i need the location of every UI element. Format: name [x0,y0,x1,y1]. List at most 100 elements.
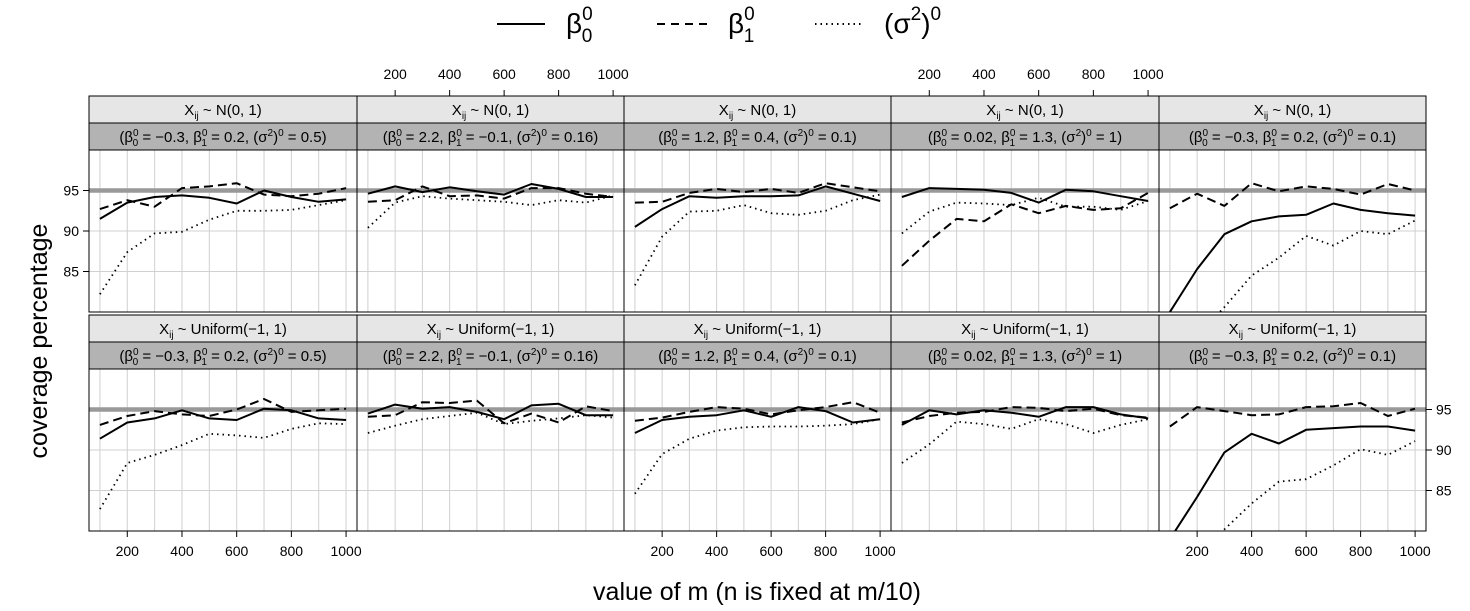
strip-parameters [356,122,625,151]
legend-entry-b1: β0 1 [657,4,755,47]
series-line-b0 [901,187,1149,204]
panel-r0-c4: Xij ~ N(0, 1) (β0 0 = −0.3, β0 1 = 0.2, (σ2… [1158,95,1427,313]
strip-parameters [623,122,892,151]
x-tick-label: 1000 [1400,543,1431,559]
x-tick-label: 200 [116,543,140,559]
panel-r1-c1: Xij ~ Uniform(−1, 1) (β0 0 = 2.2, β0 1 = −0… [356,314,625,532]
strip-parameters [1158,341,1427,370]
x-tick-label: 400 [1240,543,1264,559]
series-line-b0 [367,183,614,198]
x-tick-label: 600 [1294,543,1318,559]
strip-distribution [623,95,892,124]
strip-distribution-label: Xij ~ N(0, 1) [452,102,529,122]
strip-parameters-label: (β0 0 = −0.3, β0 1 = 0.2, (σ2)0 = 0.5) [119,128,326,149]
series-line-s2 [634,418,881,495]
panel-r0-c1: Xij ~ N(0, 1) (β0 0 = 2.2, β0 1 = −0.1, (σ2… [356,95,625,313]
series-line-s2 [901,196,1149,235]
strip-distribution [88,314,358,343]
strip-parameters [1158,122,1427,151]
x-tick-label: 400 [170,543,194,559]
x-tick-label: 200 [918,66,942,82]
y-tick-label: 95 [1436,402,1452,418]
strip-parameters-label: (β0 0 = 1.2, β0 1 = 0.4, (σ2)0 = 0.1) [658,128,856,149]
y-tick-label: 90 [63,223,79,239]
series-line-b0 [99,407,347,440]
series-line-b0 [634,406,881,434]
series-line-b1 [1169,402,1416,428]
panel-r1-c2: Xij ~ Uniform(−1, 1) (β0 0 = 1.2, β0 1 = 0.… [623,314,892,532]
series-line-s2 [1221,440,1416,531]
series-line-b0 [1173,425,1416,531]
strip-parameters-label: (β0 0 = 0.02, β0 1 = 1.3, (σ2)0 = 1) [928,347,1122,368]
panels: Xij ~ N(0, 1) (β0 0 = −0.3, β0 1 = 0.2, (σ2… [88,95,1427,532]
series-line-b0 [99,189,347,220]
series-line-s2 [99,199,347,295]
series-group [1169,182,1416,312]
y-tick-label: 95 [63,183,79,199]
series-line-b0 [1169,202,1416,312]
series-group [1169,402,1416,531]
legend-entry-b0: β0 0 [497,4,593,47]
strip-distribution [890,95,1160,124]
strip-parameters-label: (β0 0 = −0.3, β0 1 = 0.2, (σ2)0 = 0.1) [1189,128,1396,149]
series-line-b1 [367,185,614,203]
series-line-b0 [367,402,614,421]
strip-parameters-label: (β0 0 = −0.3, β0 1 = 0.2, (σ2)0 = 0.1) [1189,347,1396,368]
series-line-b1 [99,182,347,211]
y-axis-title: coverage percentage [25,224,53,459]
panel-r0-c0: Xij ~ N(0, 1) (β0 0 = −0.3, β0 1 = 0.2, (σ2… [88,95,358,313]
y-tick-label: 85 [1436,483,1452,499]
series-line-b1 [367,399,614,425]
strip-distribution-label: Xij ~ N(0, 1) [986,102,1063,122]
series-line-b0 [634,185,881,228]
strip-distribution-label: Xij ~ Uniform(−1, 1) [961,321,1089,341]
strip-distribution-label: Xij ~ Uniform(−1, 1) [159,321,287,341]
strip-distribution-label: Xij ~ Uniform(−1, 1) [427,321,555,341]
series-line-b0 [901,406,1149,426]
series-group [367,183,614,229]
x-tick-label: 600 [225,543,249,559]
x-tick-label: 800 [1082,66,1106,82]
legend-label-b1: β0 1 [728,4,755,47]
series-line-s2 [901,418,1149,464]
strip-parameters [623,341,892,370]
strip-distribution-label: Xij ~ Uniform(−1, 1) [1229,321,1357,341]
panel-r0-c2: Xij ~ N(0, 1) (β0 0 = 1.2, β0 1 = 0.4, (σ2)… [623,95,892,313]
series-group [634,182,881,286]
strip-parameters-label: (β0 0 = 2.2, β0 1 = −0.1, (σ2)0 = 0.16) [383,128,599,149]
panel-r1-c4: Xij ~ Uniform(−1, 1) (β0 0 = −0.3, β0 1 = 0… [1158,314,1427,532]
series-line-b1 [1169,182,1416,210]
x-tick-label: 200 [383,66,407,82]
x-tick-label: 1000 [1132,66,1163,82]
strip-distribution [623,314,892,343]
strip-parameters [890,341,1160,370]
x-tick-label: 400 [438,66,462,82]
panel-r1-c3: Xij ~ Uniform(−1, 1) (β0 0 = 0.02, β0 1 = 1… [890,314,1160,532]
x-tick-label: 200 [650,543,674,559]
axis-ticks: 200 400 600 800 1000 200 400 600 800 1000 200 400 60… [63,66,1451,559]
series-group [367,399,614,434]
series-line-s2 [367,411,614,434]
y-tick-label: 90 [1436,442,1452,458]
x-tick-label: 800 [547,66,571,82]
legend-label-s2: (σ2)0 [884,4,941,39]
x-tick-label: 800 [280,543,304,559]
legend: β0 0 β0 1 (σ2)0 [497,4,941,47]
x-tick-label: 1000 [865,543,896,559]
x-tick-label: 600 [759,543,783,559]
x-tick-label: 200 [1185,543,1209,559]
series-group [634,401,881,495]
strip-parameters-label: (β0 0 = −0.3, β0 1 = 0.2, (σ2)0 = 0.5) [119,347,326,368]
x-axis-title: value of m (n is fixed at m/10) [593,578,921,606]
series-group [901,406,1149,464]
panel-r0-c3: Xij ~ N(0, 1) (β0 0 = 0.02, β0 1 = 1.3, (σ2… [890,95,1160,313]
panel-r1-c0: Xij ~ Uniform(−1, 1) (β0 0 = −0.3, β0 1 = 0… [88,314,358,532]
series-group [99,182,347,295]
strip-distribution [1158,314,1427,343]
series-group [99,398,347,510]
strip-parameters-label: (β0 0 = 0.02, β0 1 = 1.3, (σ2)0 = 1) [928,128,1122,149]
strip-distribution-label: Xij ~ N(0, 1) [719,102,796,122]
x-tick-label: 400 [972,66,996,82]
series-line-b1 [901,192,1149,267]
